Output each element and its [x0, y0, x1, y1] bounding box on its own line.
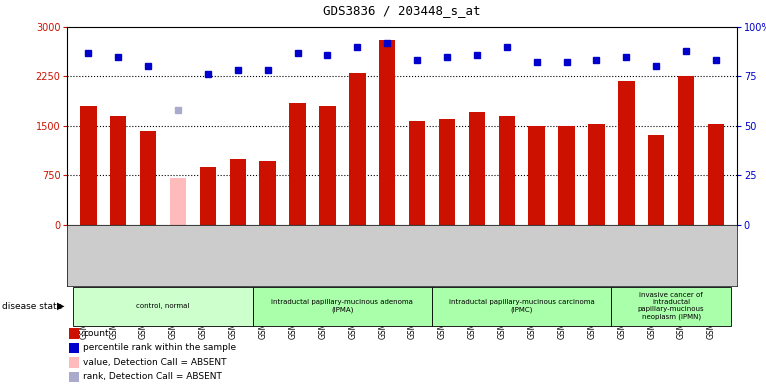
- Text: GDS3836 / 203448_s_at: GDS3836 / 203448_s_at: [323, 4, 481, 17]
- Bar: [409, 121, 425, 225]
- Bar: [69, 328, 79, 339]
- Bar: [618, 81, 634, 225]
- Bar: [230, 159, 246, 225]
- Text: rank, Detection Call = ABSENT: rank, Detection Call = ABSENT: [83, 372, 222, 381]
- Bar: [69, 357, 79, 367]
- FancyBboxPatch shape: [74, 287, 253, 326]
- Bar: [379, 40, 395, 225]
- Text: disease state: disease state: [2, 302, 62, 311]
- Bar: [439, 119, 455, 225]
- Bar: [140, 131, 156, 225]
- Text: intraductal papillary-mucinous carcinoma
(IPMC): intraductal papillary-mucinous carcinoma…: [449, 300, 594, 313]
- Text: count: count: [83, 329, 109, 338]
- Text: intraductal papillary-mucinous adenoma
(IPMA): intraductal papillary-mucinous adenoma (…: [271, 300, 414, 313]
- Bar: [200, 167, 216, 225]
- Bar: [69, 372, 79, 382]
- Text: percentile rank within the sample: percentile rank within the sample: [83, 344, 237, 353]
- Bar: [708, 124, 724, 225]
- Bar: [80, 106, 97, 225]
- Bar: [170, 179, 186, 225]
- FancyBboxPatch shape: [432, 287, 611, 326]
- Text: control, normal: control, normal: [136, 303, 190, 309]
- Bar: [588, 124, 604, 225]
- Bar: [648, 135, 664, 225]
- Bar: [678, 76, 694, 225]
- Bar: [558, 126, 574, 225]
- FancyBboxPatch shape: [611, 287, 731, 326]
- Bar: [260, 161, 276, 225]
- Bar: [69, 343, 79, 353]
- Bar: [499, 116, 515, 225]
- Text: ▶: ▶: [57, 301, 65, 311]
- Text: invasive cancer of
intraductal
papillary-mucinous
neoplasm (IPMN): invasive cancer of intraductal papillary…: [638, 293, 705, 320]
- Bar: [469, 112, 485, 225]
- Bar: [110, 116, 126, 225]
- Text: value, Detection Call = ABSENT: value, Detection Call = ABSENT: [83, 358, 227, 367]
- FancyBboxPatch shape: [253, 287, 432, 326]
- Bar: [290, 103, 306, 225]
- Bar: [529, 126, 545, 225]
- Bar: [349, 73, 365, 225]
- Bar: [319, 106, 336, 225]
